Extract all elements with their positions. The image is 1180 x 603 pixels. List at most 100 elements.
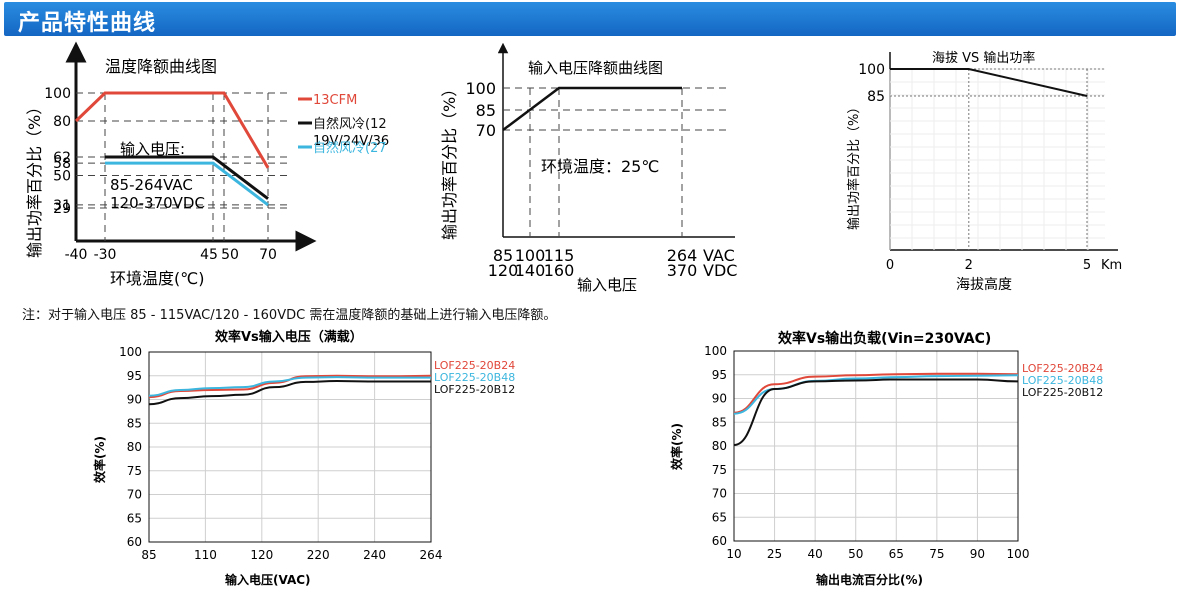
input-chart-ylabel: 输出功率百分比（%） <box>440 81 459 240</box>
temp-series-line <box>105 155 269 200</box>
temp-ytick: 80 <box>53 114 71 130</box>
temp-legend-label: 自然风冷(12 <box>313 116 387 132</box>
eff-vin-ytick: 75 <box>127 464 142 478</box>
temp-annotation-ac: 85-264VAC <box>110 176 193 194</box>
eff-load-series-line <box>733 378 1019 447</box>
eff-load-series-line <box>733 372 1019 414</box>
temp-annotation-dc: 120-370VDC <box>110 194 205 212</box>
input-xtick-ac: 85 <box>493 246 513 265</box>
input-ytick: 85 <box>476 101 496 120</box>
eff-vin-ytick: 100 <box>119 345 142 359</box>
temp-annotation-input: 输入电压: <box>120 140 185 158</box>
temp-legend-label: 13CFM <box>313 93 357 108</box>
eff-load-xtick: 25 <box>767 547 782 561</box>
eff-vin-xtick: 110 <box>194 548 217 562</box>
eff-load-xtick: 50 <box>848 547 863 561</box>
altitude-chart-xlabel: 海拔高度 <box>956 276 1012 293</box>
input-xtick-dc: 370 <box>667 261 698 280</box>
derating-note: 注：对于输入电压 85 - 115VAC/120 - 160VDC 需在温度降额… <box>22 308 557 323</box>
temp-series-line <box>105 161 269 207</box>
eff-load-title: 效率Vs输出负载(Vin=230VAC) <box>778 330 991 347</box>
eff-load-ytick: 70 <box>712 487 727 501</box>
altitude-ytick: 100 <box>858 62 885 78</box>
eff-load-xtick: 65 <box>889 547 904 561</box>
temp-ytick: 50 <box>53 169 71 185</box>
temp-legend-label: 自然风冷(27 <box>313 140 387 156</box>
altitude-chart-ylabel: 输出功率百分比（%） <box>846 101 862 230</box>
temp-xtick: -40 <box>65 247 88 263</box>
eff-load-legend-label: LOF225-20B24 <box>1022 362 1103 375</box>
input-ytick: 70 <box>476 121 496 140</box>
eff-vin-ytick: 90 <box>127 393 142 407</box>
eff-vin-legend-label: LOF225-20B24 <box>434 359 515 372</box>
eff-vin-ytick: 65 <box>127 511 142 525</box>
eff-vin-series-line <box>148 376 431 397</box>
eff-load-legend-label: LOF225-20B48 <box>1022 374 1103 387</box>
eff-load-xlabel: 输出电流百分比(%) <box>816 572 923 587</box>
eff-vin-series-line <box>148 379 431 406</box>
eff-load-ytick: 75 <box>712 463 727 477</box>
eff-load-xtick: 10 <box>726 547 741 561</box>
eff-vin-ylabel: 效率(%) <box>92 436 107 483</box>
temp-xtick: 70 <box>259 247 277 263</box>
temp-ytick: 100 <box>44 86 71 102</box>
eff-load-ytick: 95 <box>712 368 727 382</box>
eff-load-series-line <box>733 374 1019 415</box>
input-xtick-dc: 120 <box>488 261 519 280</box>
eff-vin-xlabel: 输入电压(VAC) <box>225 572 311 587</box>
eff-vin-ytick: 70 <box>127 488 142 502</box>
temp-xtick: 45 <box>200 247 218 263</box>
temp-ytick: 29 <box>53 201 71 217</box>
eff-vin-legend-label: LOF225-20B12 <box>434 383 515 396</box>
temp-legend-label: 19V/24V/36 <box>313 134 389 149</box>
eff-vin-title: 效率Vs输入电压（满载） <box>215 329 363 345</box>
eff-load-xtick: 100 <box>1007 547 1030 561</box>
eff-vin-xtick: 264 <box>420 548 443 562</box>
eff-load-ytick: 80 <box>712 439 727 453</box>
eff-vin-chart: 效率Vs输入电压（满载） 100 95 90 85 80 75 70 65 60 85 110 12… <box>92 329 515 587</box>
eff-vin-xtick: 120 <box>250 548 273 562</box>
temp-chart-ylabel: 输出功率百分比（%） <box>25 99 44 258</box>
altitude-chart: 海拔 VS 输出功率 100 85 0 2 5 Km 海拔高度 输出功率百分比（%） <box>846 50 1122 293</box>
eff-vin-ytick: 80 <box>127 440 142 454</box>
section-title: 产品特性曲线 <box>18 11 157 36</box>
eff-load-xtick: 90 <box>970 547 985 561</box>
eff-vin-xtick: 240 <box>363 548 386 562</box>
altitude-unit: Km <box>1101 258 1122 273</box>
altitude-ytick: 85 <box>867 89 885 105</box>
section-banner: 产品特性曲线 <box>4 2 1176 36</box>
input-chart-xlabel: 输入电压 <box>577 276 637 294</box>
input-xtick-dc: 140 <box>515 261 546 280</box>
input-chart-title: 输入电压降额曲线图 <box>528 59 663 77</box>
altitude-xtick: 0 <box>886 258 894 273</box>
input-xtick-ac: 264 <box>667 246 698 265</box>
eff-load-xtick: 40 <box>808 547 823 561</box>
temp-xtick: 50 <box>221 247 239 263</box>
input-chart-annotation: 环境温度：25℃ <box>541 157 659 176</box>
eff-load-ytick: 90 <box>712 392 727 406</box>
temp-ytick: 62 <box>53 150 71 166</box>
eff-vin-ytick: 95 <box>127 369 142 383</box>
input-xtick-dc: 160 <box>544 261 575 280</box>
eff-load-ylabel: 效率(%) <box>669 423 684 470</box>
temp-ytick: 58 <box>53 156 71 172</box>
eff-load-ytick: 65 <box>712 510 727 524</box>
input-xtick-ac: 100 <box>515 246 546 265</box>
altitude-xtick: 5 <box>1083 258 1091 273</box>
eff-load-ytick: 60 <box>712 534 727 548</box>
temp-chart-xlabel: 环境温度(℃) <box>110 269 204 288</box>
temp-xtick: -30 <box>94 247 117 263</box>
input-unit-ac: VAC <box>703 246 735 265</box>
input-unit-dc: VDC <box>703 261 737 280</box>
altitude-chart-title: 海拔 VS 输出功率 <box>932 50 1035 66</box>
eff-vin-xtick: 85 <box>141 548 156 562</box>
eff-load-chart: 效率Vs输出负载(Vin=230VAC) 100 95 90 85 80 75 70 65 60… <box>669 330 1103 587</box>
eff-vin-ytick: 60 <box>127 535 142 549</box>
input-series-line <box>502 86 682 131</box>
eff-vin-legend-label: LOF225-20B48 <box>434 371 515 384</box>
altitude-series-line <box>890 68 1088 97</box>
temp-ytick: 31 <box>53 198 71 214</box>
